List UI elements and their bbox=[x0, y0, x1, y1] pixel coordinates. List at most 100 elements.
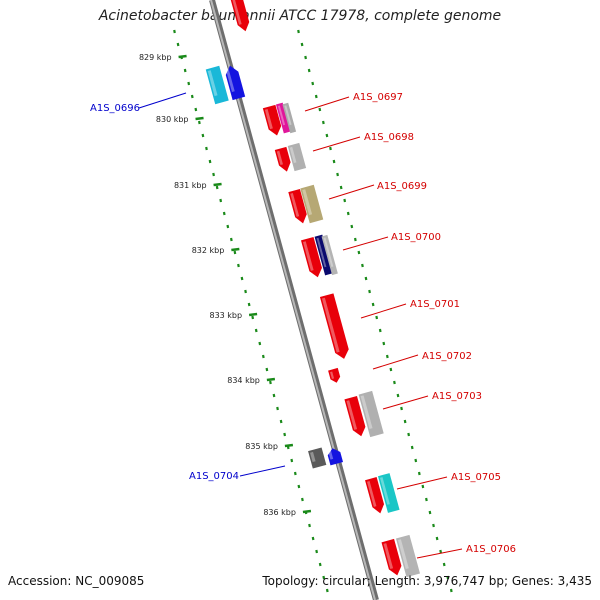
gene-label: A1S_0699 bbox=[377, 181, 427, 192]
gene-shine bbox=[379, 477, 390, 505]
right-tick-mark bbox=[442, 562, 446, 567]
right-tick-mark bbox=[432, 523, 435, 528]
callout-line bbox=[312, 136, 361, 152]
left-tick-mark bbox=[183, 68, 187, 73]
gene-body bbox=[358, 390, 384, 438]
gene-arrow bbox=[300, 184, 324, 224]
left-tick-mark bbox=[279, 419, 283, 424]
gene-body bbox=[328, 367, 341, 383]
callout-line bbox=[304, 96, 350, 112]
backbone bbox=[209, 0, 379, 600]
kbp-label: 834 kbp bbox=[227, 376, 260, 385]
topology-text: Topology: circular; Length: 3,976,747 bp… bbox=[262, 574, 592, 588]
right-tick-mark bbox=[311, 81, 315, 86]
gene-body bbox=[377, 473, 400, 513]
right-tick-mark bbox=[375, 315, 379, 320]
right-tick-mark bbox=[439, 549, 443, 554]
accession-text: Accession: NC_009085 bbox=[8, 574, 145, 588]
gene-label: A1S_0702 bbox=[422, 351, 472, 362]
gene-shine bbox=[264, 109, 273, 130]
gene-arrow bbox=[327, 448, 344, 466]
gene-shine bbox=[383, 543, 394, 569]
gene-arrow bbox=[275, 102, 291, 134]
gene-shine bbox=[276, 150, 283, 166]
gene-arrow bbox=[365, 477, 384, 514]
callout-line bbox=[239, 465, 286, 477]
left-tick-mark bbox=[233, 250, 237, 255]
gene-body bbox=[365, 477, 384, 514]
left-tick-mark bbox=[244, 289, 247, 294]
left-tick-mark bbox=[215, 185, 219, 190]
right-tick-mark bbox=[396, 393, 400, 398]
gene-body bbox=[300, 184, 324, 224]
right-tick-mark bbox=[435, 536, 439, 541]
gene-arrow bbox=[300, 236, 322, 278]
gene-body bbox=[314, 234, 333, 276]
left-tick-mark bbox=[197, 120, 201, 125]
left-tick-mark bbox=[308, 523, 311, 528]
gene-arrow bbox=[282, 102, 297, 134]
kbp-major-tick bbox=[302, 509, 312, 514]
left-tick-mark bbox=[322, 575, 326, 580]
gene-arrow bbox=[287, 142, 307, 172]
right-tick-mark bbox=[346, 211, 350, 216]
right-tick-mark bbox=[357, 250, 361, 255]
kbp-major-tick bbox=[195, 116, 204, 121]
left-tick-mark bbox=[237, 263, 240, 268]
left-tick-mark bbox=[276, 406, 279, 411]
left-tick-mark bbox=[265, 367, 269, 372]
gene-callouts: A1S_0696 A1S_0697 A1S_0698 A1S_0699 A1S_0700… bbox=[90, 92, 516, 559]
gene-arrow bbox=[381, 538, 402, 576]
left-tick-mark bbox=[173, 29, 176, 34]
gene-features bbox=[205, 0, 420, 578]
right-tick-mark bbox=[297, 29, 300, 34]
gene-shine bbox=[302, 241, 314, 271]
kbp-label: 836 kbp bbox=[263, 508, 296, 517]
left-tick-mark bbox=[212, 172, 215, 177]
right-tick-mark bbox=[428, 510, 432, 515]
right-tick-mark bbox=[421, 484, 425, 489]
gene-label: A1S_0705 bbox=[451, 472, 501, 483]
left-tick-mark bbox=[240, 276, 244, 281]
gene-arrow bbox=[262, 104, 282, 136]
gene-body bbox=[344, 395, 366, 437]
kbp-label: 830 kbp bbox=[156, 115, 189, 124]
kbp-label: 831 kbp bbox=[174, 181, 207, 190]
kbp-label: 832 kbp bbox=[192, 246, 225, 255]
gene-body bbox=[282, 102, 297, 134]
gene-body bbox=[288, 189, 307, 224]
gene-label: A1S_0706 bbox=[466, 544, 516, 555]
gene-arrow bbox=[319, 293, 349, 359]
callout-line bbox=[342, 236, 389, 251]
gene-body bbox=[225, 65, 246, 101]
gene-shine bbox=[321, 297, 340, 353]
gene-shine bbox=[231, 0, 242, 25]
right-tick-mark bbox=[371, 302, 375, 307]
gene-shine bbox=[397, 539, 409, 570]
right-tick-mark bbox=[449, 588, 453, 593]
gene-body bbox=[321, 234, 338, 276]
kbp-labels: 829 kbp 830 kbp 831 kbp 832 kbp 833 kbp 834 k… bbox=[139, 53, 312, 517]
gene-body bbox=[319, 293, 349, 359]
left-tick-mark bbox=[222, 211, 226, 216]
gene-shine bbox=[290, 193, 300, 217]
right-tick-mark bbox=[339, 185, 343, 190]
left-tick-mark bbox=[293, 471, 297, 476]
callout-line bbox=[138, 92, 187, 109]
left-tick-mark bbox=[194, 107, 198, 112]
left-tick-mark bbox=[187, 81, 191, 86]
left-tick-mark bbox=[201, 133, 205, 138]
left-tick-mark bbox=[258, 341, 262, 346]
left-tick-mark bbox=[315, 549, 319, 554]
gene-arrow bbox=[358, 390, 384, 438]
right-tick-mark bbox=[353, 237, 357, 242]
right-tick-mark bbox=[361, 263, 364, 268]
gene-shine bbox=[225, 68, 235, 92]
gene-shine bbox=[360, 395, 373, 429]
gene-body bbox=[300, 236, 322, 278]
left-tick-mark bbox=[261, 354, 265, 359]
right-tick-mark bbox=[400, 406, 403, 411]
gene-shine bbox=[310, 451, 316, 463]
right-tick-mark bbox=[403, 419, 407, 424]
gene-shine bbox=[330, 371, 335, 379]
